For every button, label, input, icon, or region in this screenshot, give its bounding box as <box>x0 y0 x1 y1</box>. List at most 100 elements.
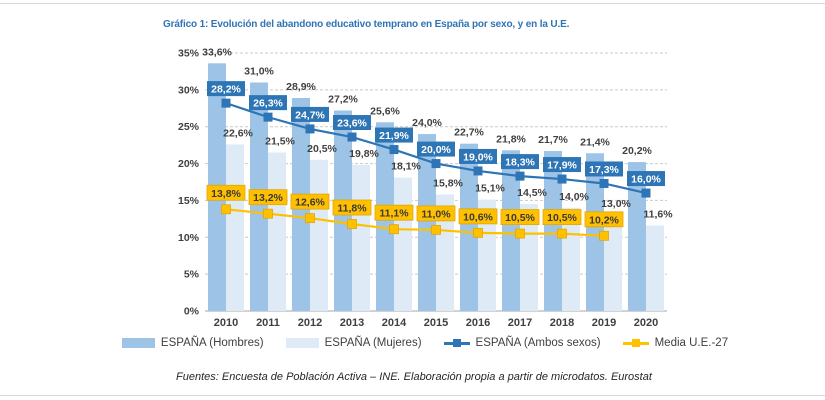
bar-label-mujeres: 19,8% <box>349 148 379 160</box>
bar-label-mujeres: 14,5% <box>517 187 547 199</box>
data-label-box-ambos <box>375 127 413 143</box>
data-label-box-ambos <box>627 171 665 187</box>
data-label-ambos: 18,3% <box>505 157 535 169</box>
bar-mujeres <box>646 225 664 311</box>
marker-ambos <box>221 98 231 108</box>
x-tick-label: 2019 <box>592 317 616 329</box>
marker-ambos <box>431 159 441 169</box>
y-tick-label: 20% <box>178 158 200 170</box>
x-tick-label: 2013 <box>340 317 364 329</box>
bar-label-mujeres: 11,6% <box>643 208 673 220</box>
bar-label-hombres: 20,2% <box>622 145 652 157</box>
legend-item: ESPAÑA (Hombres) <box>121 337 264 349</box>
bar-label-hombres: 21,8% <box>496 133 526 145</box>
data-label-box-ambos <box>333 115 371 131</box>
x-tick-label: 2011 <box>256 317 280 329</box>
bar-label-hombres: 24,0% <box>412 117 442 129</box>
bar-mujeres <box>268 152 286 311</box>
bar-label-hombres: 27,2% <box>328 93 358 105</box>
bar-label-mujeres: 18,1% <box>391 161 421 173</box>
y-tick-label: 35% <box>178 48 200 60</box>
x-tick-label: 2012 <box>298 317 322 329</box>
data-label-box-ue <box>332 199 372 216</box>
bar-hombres <box>460 143 478 311</box>
marker-ue <box>221 204 231 215</box>
bar-label-hombres: 33,6% <box>202 46 232 58</box>
data-label-box-ue <box>500 209 540 226</box>
y-tick-label: 15% <box>178 195 200 207</box>
legend-label: ESPAÑA (Ambos sexos) <box>475 337 601 349</box>
data-label-ambos: 17,9% <box>547 160 577 172</box>
marker-ue <box>599 230 609 241</box>
data-label-ambos: 17,3% <box>589 164 619 176</box>
data-label-ambos: 19,0% <box>463 151 493 163</box>
marker-ambos <box>641 188 651 198</box>
legend-line-swatch-icon <box>443 338 470 348</box>
bar-label-mujeres: 20,5% <box>307 143 337 155</box>
data-label-box-ue <box>374 204 414 221</box>
data-label-box-ambos <box>291 106 329 122</box>
y-tick-label: 10% <box>178 232 200 244</box>
x-tick-label: 2010 <box>214 317 238 329</box>
data-label-box-ue <box>458 208 498 225</box>
data-label-box-ambos <box>501 154 539 170</box>
data-label-ue: 10,5% <box>505 212 535 224</box>
data-label-box-ambos <box>207 81 245 97</box>
x-tick-label: 2018 <box>550 317 574 329</box>
chart-title: Gráfico 1: Evolución del abandono educat… <box>163 19 570 30</box>
legend-item: Media U.E.-27 <box>622 337 728 349</box>
bar-label-hombres: 28,9% <box>286 81 316 93</box>
bar-label-mujeres: 13,0% <box>601 198 631 210</box>
data-label-ambos: 23,6% <box>337 118 367 130</box>
bar-label-hombres: 21,7% <box>538 134 568 146</box>
data-label-box-ue <box>416 205 456 222</box>
bar-label-hombres: 31,0% <box>244 65 274 77</box>
data-label-ue: 10,6% <box>463 211 493 223</box>
chart-canvas: 0% 5% 10% 15% 20% 25% 30% 35% 2010 2011 2012 2013 20… <box>178 46 673 329</box>
data-label-ue: 11,0% <box>421 208 451 220</box>
bar-hombres <box>502 150 520 311</box>
data-label-box-ue <box>584 211 624 228</box>
bar-mujeres <box>478 199 496 311</box>
data-label-box-ambos <box>585 161 623 177</box>
marker-ambos <box>557 174 567 184</box>
x-tick-label: 2020 <box>634 317 658 329</box>
marker-ue <box>305 213 315 224</box>
y-tick-label: 25% <box>178 121 200 133</box>
legend-line-swatch-icon <box>622 338 649 348</box>
data-label-box-ue <box>542 209 582 226</box>
data-label-ambos: 20,0% <box>421 144 451 156</box>
x-tick-label: 2017 <box>508 317 532 329</box>
marker-ambos <box>473 166 483 176</box>
bar-hombres <box>544 151 562 311</box>
bar-hombres <box>418 134 436 311</box>
data-label-ue: 11,1% <box>379 208 409 220</box>
legend-label: ESPAÑA (Mujeres) <box>324 337 422 349</box>
y-tick-label: 30% <box>178 84 200 96</box>
data-label-ue: 10,5% <box>547 212 577 224</box>
marker-ue <box>263 208 273 219</box>
data-label-box-ue <box>290 193 330 210</box>
y-tick-label: 5% <box>184 269 200 281</box>
data-label-box-ambos <box>417 141 455 157</box>
legend-label: ESPAÑA (Hombres) <box>160 337 264 349</box>
x-tick-label: 2014 <box>382 317 407 329</box>
legend-bar-swatch-icon <box>121 338 155 348</box>
chart-legend: ESPAÑA (Hombres) ESPAÑA (Mujeres) ESPAÑA (… <box>121 334 728 352</box>
bar-hombres <box>628 162 646 311</box>
data-label-ue: 13,2% <box>253 192 283 204</box>
bar-mujeres <box>226 144 244 311</box>
data-label-ue: 10,2% <box>589 214 619 226</box>
data-label-box-ambos <box>249 95 287 111</box>
marker-ambos <box>515 171 525 181</box>
data-label-ue: 12,6% <box>295 197 325 209</box>
data-label-ambos: 16,0% <box>631 174 661 186</box>
line-ue <box>225 208 605 237</box>
marker-ambos <box>599 178 609 188</box>
marker-ue <box>515 228 525 239</box>
bar-label-hombres: 21,4% <box>580 136 610 148</box>
data-label-ambos: 28,2% <box>211 84 241 96</box>
bar-label-mujeres: 15,1% <box>475 183 505 195</box>
legend-bar-swatch-icon <box>285 338 319 348</box>
marker-ue <box>389 224 399 235</box>
